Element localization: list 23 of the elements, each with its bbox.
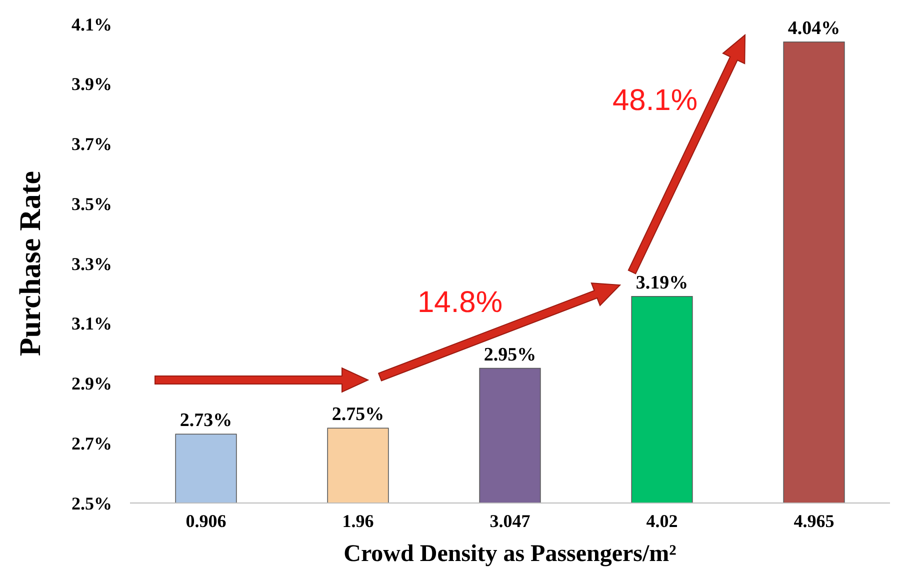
y-tick-label: 2.9% bbox=[72, 374, 112, 394]
data-label: 2.73% bbox=[180, 410, 232, 432]
y-tick-label: 3.9% bbox=[72, 74, 112, 94]
y-axis-title: Purchase Rate bbox=[14, 170, 47, 356]
x-tick-label: 3.047 bbox=[490, 511, 530, 531]
data-label: 3.19% bbox=[636, 272, 688, 294]
y-tick-label: 3.3% bbox=[72, 254, 112, 274]
y-tick-label: 3.1% bbox=[72, 314, 112, 334]
x-tick-label: 4.965 bbox=[794, 511, 834, 531]
y-tick-label: 2.7% bbox=[72, 433, 112, 454]
y-tick-label: 4.1% bbox=[72, 14, 112, 34]
data-label: 2.75% bbox=[332, 404, 384, 426]
x-tick-label: 4.02 bbox=[646, 511, 678, 531]
data-label: 4.04% bbox=[788, 18, 840, 39]
x-tick-label: 0.906 bbox=[186, 511, 226, 531]
y-tick-label: 2.5% bbox=[72, 493, 112, 514]
x-axis-title: Crowd Density as Passengers/m² bbox=[344, 541, 676, 567]
y-tick-label: 3.7% bbox=[72, 134, 112, 154]
data-label: 2.95% bbox=[484, 344, 536, 366]
annotation: 48.1% bbox=[612, 84, 698, 117]
x-tick-label: 1.96 bbox=[342, 511, 374, 531]
annotation: 14.8% bbox=[417, 286, 503, 319]
y-tick-label: 3.5% bbox=[72, 194, 112, 214]
